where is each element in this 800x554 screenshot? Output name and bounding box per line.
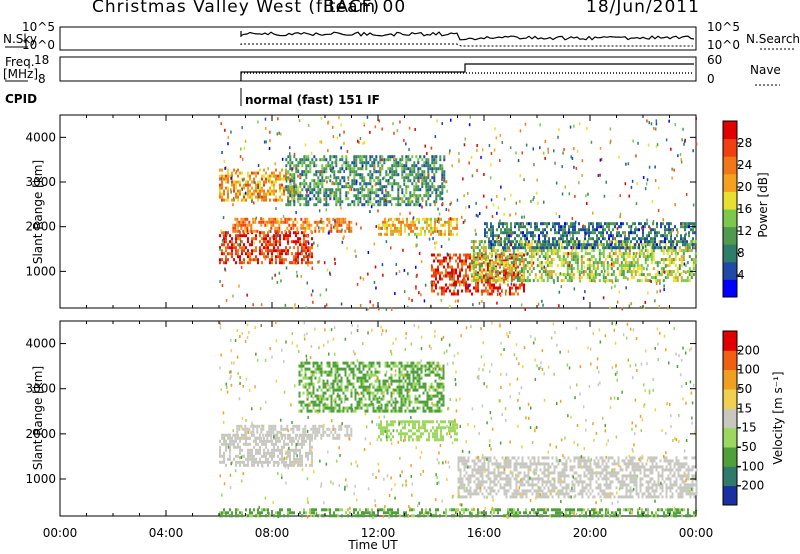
nsky-panel-frame <box>59 26 697 51</box>
nsky-label: N.Sky <box>3 32 37 46</box>
chart-title: Christmas Valley West (fitACF) <box>92 0 381 17</box>
velocity-region-4 <box>457 456 698 499</box>
cpid-value: normal (fast) 151 IF <box>245 93 380 107</box>
velocity-region-1 <box>232 424 353 440</box>
velocity-ytick-label-0: 1000 <box>25 472 56 486</box>
date-label: 18/Jun/2011 <box>586 0 700 17</box>
power-noise <box>219 115 698 311</box>
colorbar-swatch-4 <box>723 209 737 228</box>
colorbar-tick-7: -200 <box>737 479 764 493</box>
colorbar-tick-6: -100 <box>737 459 764 473</box>
power-region-3 <box>285 155 446 207</box>
velocity-ytick-label-1: 2000 <box>25 427 56 441</box>
power-region-4 <box>378 217 458 236</box>
colorbar-swatch-2 <box>723 447 737 467</box>
colorbar-swatch-9 <box>723 121 737 140</box>
colorbar-swatch-1 <box>723 466 737 487</box>
freq-trace <box>240 63 694 81</box>
colorbar-tick-0: 200 <box>737 343 760 357</box>
freq-panel-frame <box>59 56 697 82</box>
colorbar-tick-4: 12 <box>737 224 752 238</box>
colorbar-tick-1: 24 <box>737 158 752 172</box>
beam-label: Beam 00 <box>323 0 407 17</box>
freq-tick-top: 18 <box>34 53 49 67</box>
nsky-trace <box>240 31 695 41</box>
colorbar-tick-0: 28 <box>737 136 752 150</box>
velocity-colorbar: 200 100 50 15 -15 -50 -100 -200 <box>722 330 764 506</box>
power-ytick-label-2: 3000 <box>25 175 56 189</box>
colorbar-tick-3: 15 <box>737 401 752 415</box>
freq-unit: [MHz] <box>3 67 38 81</box>
power-ytick-label-1: 2000 <box>25 220 56 234</box>
nsearch-label: N.Search <box>746 32 800 46</box>
colorbar-swatch-0 <box>723 485 737 506</box>
colorbar-swatch-0 <box>723 279 737 298</box>
velocity-region-2 <box>298 361 445 413</box>
x-tick-label-6: 00:00 <box>679 526 714 540</box>
colorbar-swatch-3 <box>723 226 737 245</box>
x-axis-label: Time UT <box>347 538 398 552</box>
nsky-tick-bottom: 10^0 <box>22 38 55 52</box>
nave-tick-bottom: 0 <box>707 72 715 86</box>
x-tick-label-1: 04:00 <box>149 526 184 540</box>
colorbar-tick-3: 16 <box>737 202 752 216</box>
power-ytick-label-0: 1000 <box>25 264 56 278</box>
colorbar-swatch-6 <box>723 369 737 390</box>
colorbar-swatch-1 <box>723 261 737 280</box>
velocity-ytick-label-3: 4000 <box>25 337 56 351</box>
x-tick-label-0: 00:00 <box>43 526 78 540</box>
power-ytick-label-3: 4000 <box>25 130 56 144</box>
colorbar-swatch-5 <box>723 191 737 210</box>
freq-tick-bottom: 8 <box>38 72 46 86</box>
power-colorbar-label: Power [dB] <box>756 172 770 237</box>
power-colorbar: 28 24 20 16 12 8 4 <box>722 120 752 298</box>
axes-layer: 1000 2000 3000 4000 1000 2000 3000 4000 00:00 04:… <box>25 115 713 540</box>
power-ylabel: Slant Range [km] <box>31 160 45 264</box>
nave-tick-top: 60 <box>707 53 722 67</box>
x-tick-label-5: 20:00 <box>573 526 608 540</box>
colorbar-tick-2: 20 <box>737 180 752 194</box>
freq-label: Freq. <box>5 55 35 69</box>
colorbar-swatch-7 <box>723 350 737 371</box>
colorbar-tick-2: 50 <box>737 382 752 396</box>
x-tick-label-2: 08:00 <box>255 526 290 540</box>
power-region-7 <box>484 222 696 250</box>
colorbar-swatch-8 <box>723 331 737 351</box>
velocity-region-3 <box>378 420 458 442</box>
colorbar-tick-5: -50 <box>737 440 757 454</box>
nsky-tick-top: 10^5 <box>22 20 55 34</box>
velocity-colorbar-label: Velocity [m s⁻¹] <box>771 371 785 464</box>
velocity-ylabel: Slant Range [km] <box>31 366 45 470</box>
x-tick-label-3: 12:00 <box>361 526 396 540</box>
x-tick-label-4: 16:00 <box>467 526 502 540</box>
colorbar-swatch-4 <box>723 408 737 429</box>
colorbar-tick-5: 8 <box>737 246 745 260</box>
colorbar-tick-6: 4 <box>737 268 745 282</box>
data-layer <box>219 31 698 519</box>
nsearch-tick-bottom: 10^0 <box>707 38 740 52</box>
nave-label: Nave <box>750 63 781 77</box>
velocity-noise <box>219 321 696 519</box>
colorbar-tick-4: -15 <box>737 421 757 435</box>
colorbar-swatch-7 <box>723 156 737 175</box>
colorbar-tick-1: 100 <box>737 363 760 377</box>
colorbar-swatch-5 <box>723 389 737 409</box>
nsearch-tick-top: 10^5 <box>707 20 740 34</box>
colorbar-swatch-6 <box>723 173 737 192</box>
cpid-label: CPID <box>5 92 37 106</box>
colorbar-swatch-2 <box>723 244 737 263</box>
colorbar-swatch-8 <box>723 138 737 157</box>
colorbar-swatch-3 <box>723 427 737 448</box>
velocity-ytick-label-2: 3000 <box>25 382 56 396</box>
